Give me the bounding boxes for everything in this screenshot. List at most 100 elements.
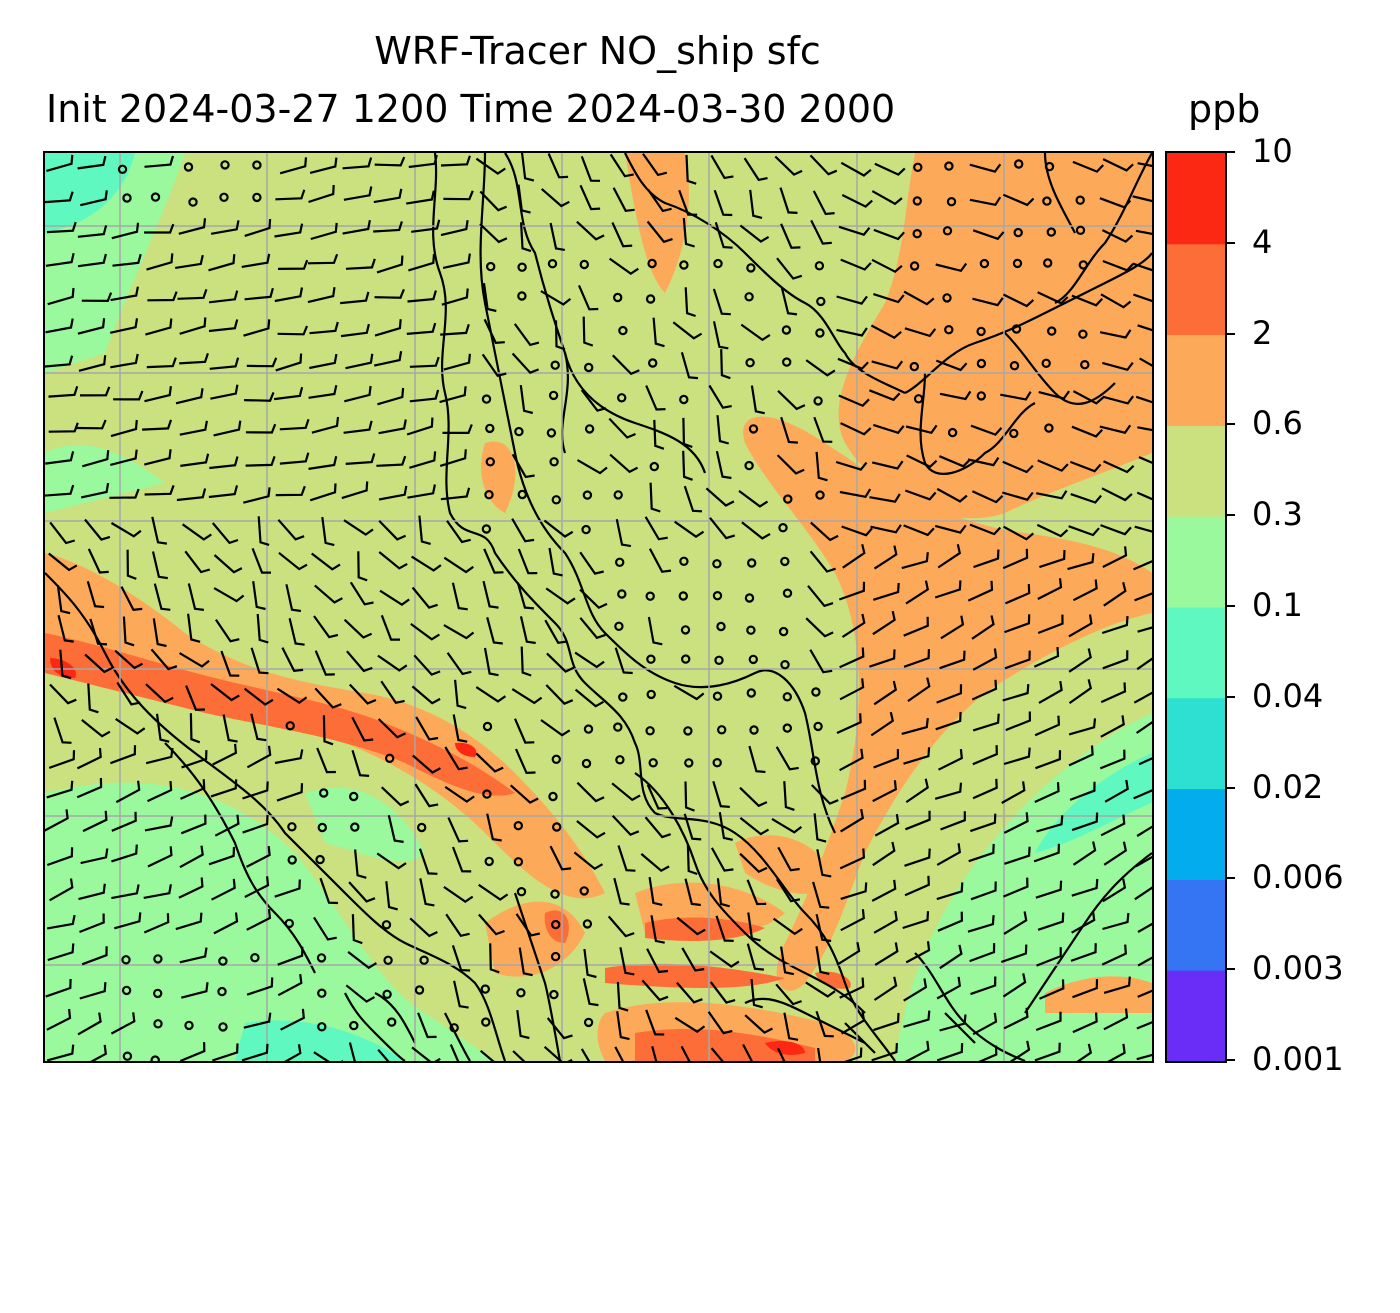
wind-barb [576, 781, 605, 803]
wind-barb [1003, 747, 1031, 766]
wind-barb [873, 976, 898, 1001]
wind-barb [1102, 158, 1134, 172]
wind-barb [1002, 877, 1029, 898]
calm-wind-marker [549, 989, 559, 1000]
calm-wind-marker [747, 558, 757, 568]
wind-barb [939, 1014, 967, 1032]
colorbar-segment [1167, 970, 1225, 1061]
wind-barb [151, 516, 168, 545]
wind-barb [646, 784, 668, 810]
wind-barb [378, 485, 408, 501]
wind-barb [122, 616, 135, 647]
wind-barb [144, 386, 172, 403]
wind-barb [970, 424, 1003, 436]
wind-barb [1100, 814, 1126, 837]
wind-barb [309, 353, 338, 370]
wind-barb [1137, 162, 1152, 168]
wind-barb [281, 647, 304, 672]
wind-barb [972, 648, 998, 671]
colorbar-tick-label: 0.04 [1252, 676, 1324, 715]
calm-wind-marker [744, 292, 754, 302]
wind-barb [904, 848, 931, 867]
wind-barb [783, 781, 795, 811]
wind-barb [682, 450, 693, 481]
wind-barb [78, 883, 106, 901]
calm-wind-marker [582, 490, 593, 500]
wind-barb [1138, 456, 1152, 464]
wind-barb [307, 287, 336, 304]
calm-wind-marker [481, 394, 492, 404]
wind-barb [1102, 650, 1129, 670]
wind-barb [449, 1044, 460, 1061]
calm-wind-marker [317, 1022, 327, 1032]
wind-barb [49, 878, 74, 902]
wind-barb [720, 349, 731, 380]
wind-barb [1037, 291, 1069, 305]
wind-barb [511, 352, 540, 374]
wind-barb [175, 254, 204, 269]
wind-barb [1036, 947, 1062, 967]
wind-barb [840, 422, 872, 436]
wind-barb [614, 647, 633, 675]
calm-wind-marker [976, 391, 987, 401]
wind-barb [213, 420, 242, 437]
wind-barb [1072, 160, 1105, 173]
wind-barb [936, 882, 964, 901]
wind-barb [903, 524, 935, 537]
wind-barb [515, 913, 541, 937]
wind-barb [1133, 560, 1152, 571]
wind-barb [342, 219, 371, 235]
calm-wind-marker [516, 988, 526, 998]
wind-barb [517, 548, 538, 575]
map-title-line1: WRF-Tracer NO_ship sfc [374, 29, 821, 73]
calm-wind-marker [712, 758, 722, 768]
calm-wind-marker [350, 822, 360, 832]
calm-wind-marker [484, 490, 494, 500]
calm-wind-marker [717, 725, 727, 735]
wind-barb [377, 654, 408, 672]
calm-wind-marker [218, 956, 228, 966]
wind-barb [579, 617, 606, 640]
wind-barb [411, 1046, 441, 1061]
wind-barb [1071, 910, 1096, 934]
wind-barb [440, 220, 469, 237]
calm-wind-marker [618, 692, 628, 702]
wind-barb [540, 188, 570, 208]
wind-barb [811, 784, 839, 805]
wind-barb [1071, 425, 1104, 438]
wind-barb [316, 747, 336, 774]
calm-wind-marker [913, 394, 924, 404]
wind-barb [520, 646, 532, 677]
wind-barb [48, 552, 78, 572]
calm-wind-marker [810, 756, 821, 766]
calm-wind-marker [482, 721, 493, 732]
wind-barb [475, 752, 504, 773]
calm-wind-marker [486, 261, 496, 272]
wind-barb [841, 194, 873, 208]
wind-barb [453, 980, 469, 1009]
wind-barb [839, 748, 864, 772]
wind-barb [87, 548, 109, 574]
wind-barb [1101, 487, 1133, 502]
wind-barb [684, 781, 695, 812]
wind-barb [645, 385, 666, 411]
calm-wind-marker [150, 1055, 160, 1061]
wind-barb [1072, 979, 1099, 999]
wind-barb [116, 681, 141, 706]
wind-barb [409, 451, 437, 469]
wind-barb [1103, 460, 1135, 474]
wind-barb [313, 916, 337, 941]
calm-wind-marker [584, 424, 595, 434]
wind-barb [608, 417, 636, 439]
wind-barb [511, 453, 535, 479]
wind-barb [250, 647, 269, 675]
wind-barb [376, 455, 407, 467]
wind-barb [1137, 956, 1152, 967]
wind-barb [48, 422, 79, 433]
wind-barb [313, 1051, 344, 1061]
wind-barb [246, 357, 278, 368]
wind-barb [576, 459, 608, 475]
calm-wind-marker [646, 654, 656, 664]
wind-barb [246, 908, 272, 931]
wind-barb [1135, 229, 1152, 236]
